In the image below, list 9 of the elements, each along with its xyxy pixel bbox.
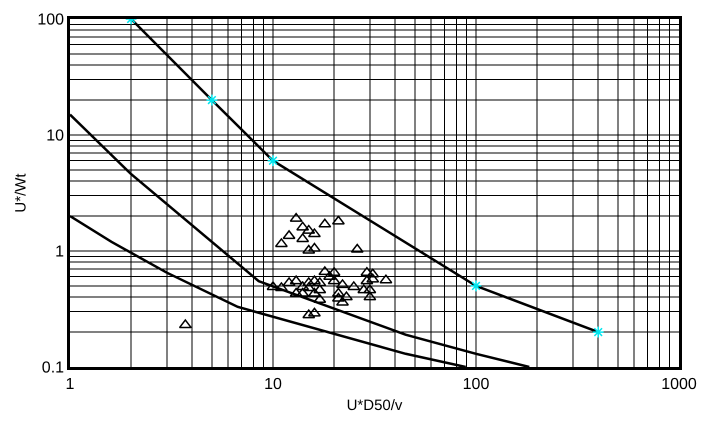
y-tick-label: 1 <box>55 244 64 261</box>
x-tick-label: 10 <box>264 376 282 393</box>
x-axis-title: U*D50/v <box>346 396 403 414</box>
y-axis-title: U*/Wt <box>12 172 30 213</box>
x-tick-label: 100 <box>462 376 490 393</box>
y-tick-label: 10 <box>46 128 64 145</box>
y-tick-label: 0.1 <box>42 360 64 377</box>
x-tick-label: 1000 <box>661 376 697 393</box>
y-tick-label: 100 <box>37 12 64 29</box>
